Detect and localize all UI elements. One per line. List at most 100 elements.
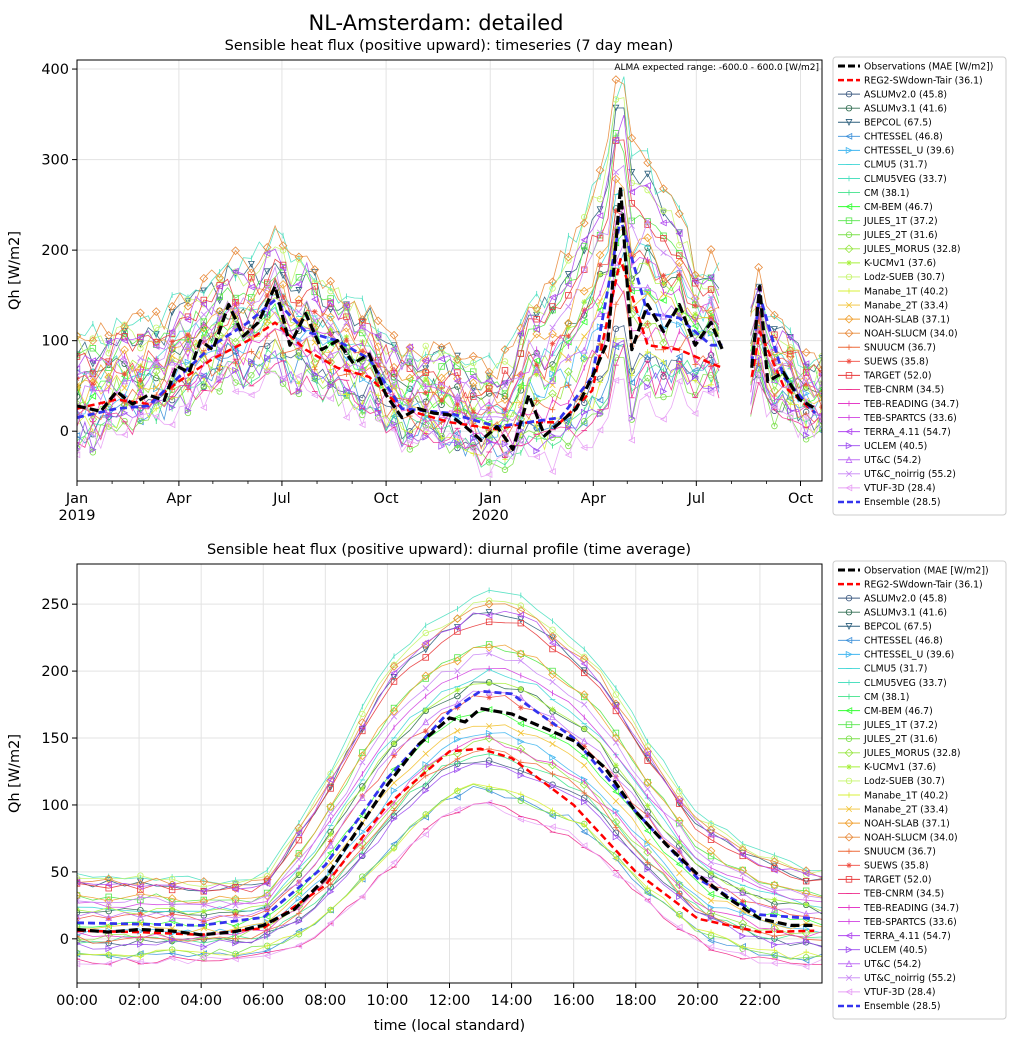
series-point	[231, 933, 240, 943]
series-point	[770, 402, 778, 410]
legend-item: CM-BEM (46.7)	[838, 202, 933, 213]
series-point	[279, 272, 287, 280]
legend-item: ASLUMv2.0 (45.8)	[838, 593, 947, 604]
legend-item: TARGET (52.0)	[838, 371, 931, 382]
series-point	[502, 406, 508, 413]
series-point	[565, 442, 572, 450]
series-point	[548, 329, 557, 339]
series-point	[533, 447, 541, 455]
series-point	[454, 439, 462, 447]
series-point	[485, 761, 493, 768]
series-point	[469, 412, 477, 420]
series-point	[485, 385, 493, 392]
series-point	[326, 802, 335, 811]
series-point	[232, 379, 239, 386]
series-point	[151, 307, 161, 316]
series-point	[771, 933, 778, 939]
series-point	[453, 714, 461, 722]
series-point	[327, 366, 334, 373]
legend-item: SUEWS (35.8)	[838, 861, 929, 872]
legend-label: CM (38.1)	[864, 692, 909, 703]
legend-item: VTUF-3D (28.4)	[838, 483, 936, 494]
legend-marker	[845, 805, 853, 813]
series-point	[232, 952, 239, 958]
series-manabe-1t	[77, 783, 822, 960]
series-point	[707, 389, 715, 397]
series-point	[200, 953, 208, 961]
series-point	[486, 694, 492, 701]
series-point	[691, 409, 699, 417]
series-point	[739, 949, 746, 957]
series-point	[343, 334, 350, 340]
legend-label: SNUUCM (36.7)	[864, 847, 936, 858]
series-point	[296, 931, 302, 937]
series-point	[136, 411, 144, 419]
legend-item: JULES_2T (31.6)	[838, 734, 938, 745]
series-point	[613, 762, 619, 769]
series-point	[613, 773, 619, 780]
series-point	[359, 710, 366, 718]
series-point	[248, 357, 256, 365]
series-point	[215, 273, 225, 283]
series-point	[517, 611, 525, 619]
legend-item: BEPCOL (67.5)	[838, 622, 932, 633]
series-point	[295, 836, 303, 844]
series-point	[549, 366, 556, 372]
series-point	[121, 371, 128, 378]
series-point	[533, 316, 540, 323]
legend-label: CHTESSEL (46.8)	[864, 636, 943, 647]
series-point	[659, 184, 668, 194]
series-point	[676, 321, 684, 328]
series-point	[136, 883, 144, 890]
series-point	[137, 377, 144, 384]
series-point	[739, 870, 746, 877]
legend-item: Manabe_1T (40.2)	[838, 790, 948, 801]
series-point	[232, 366, 240, 374]
series-point	[359, 323, 366, 330]
series-point	[580, 236, 588, 244]
series-point	[216, 320, 223, 327]
series-point	[580, 828, 588, 836]
series-point	[105, 419, 112, 426]
series-point	[453, 614, 462, 623]
series-point	[581, 762, 588, 769]
series-point	[454, 766, 462, 774]
series-point	[421, 671, 431, 681]
series-point	[628, 188, 635, 196]
series-point	[611, 174, 621, 184]
series-point	[660, 272, 667, 279]
series-point	[454, 735, 462, 743]
series-point	[105, 875, 112, 882]
series-point	[787, 350, 794, 358]
x-tick-label: 02:00	[118, 993, 160, 1009]
series-point	[612, 136, 620, 144]
legend-label: REG2-SWdown-Tair (36.1)	[864, 75, 983, 86]
series-point	[453, 354, 462, 364]
legend-label: Ensemble (28.5)	[864, 1001, 941, 1012]
series-point	[390, 426, 398, 434]
legend-label: BEPCOL (67.5)	[864, 118, 932, 129]
series-point	[707, 286, 715, 293]
legend-marker	[845, 428, 853, 436]
series-point	[612, 739, 620, 746]
series-point	[454, 615, 461, 622]
legend-item: NOAH-SLUCM (34.0)	[838, 328, 958, 339]
series-point	[771, 941, 779, 949]
legend-marker	[845, 650, 853, 658]
series-point	[501, 414, 509, 422]
series-point	[105, 884, 112, 892]
series-point	[643, 827, 651, 835]
legend-item: Manabe_1T (40.2)	[838, 286, 948, 297]
series-point	[454, 396, 461, 403]
series-point	[358, 363, 366, 371]
series-point	[660, 387, 668, 395]
series-point	[77, 923, 81, 931]
series-point	[327, 350, 335, 358]
y-tick-label: 200	[41, 243, 69, 259]
legend-item: NOAH-SLUCM (34.0)	[838, 832, 958, 843]
legend-item: Observations (MAE [W/m2])	[838, 61, 993, 72]
series-point	[707, 358, 715, 365]
series-point	[770, 905, 778, 913]
series-point	[468, 351, 478, 361]
series-point	[169, 329, 176, 336]
